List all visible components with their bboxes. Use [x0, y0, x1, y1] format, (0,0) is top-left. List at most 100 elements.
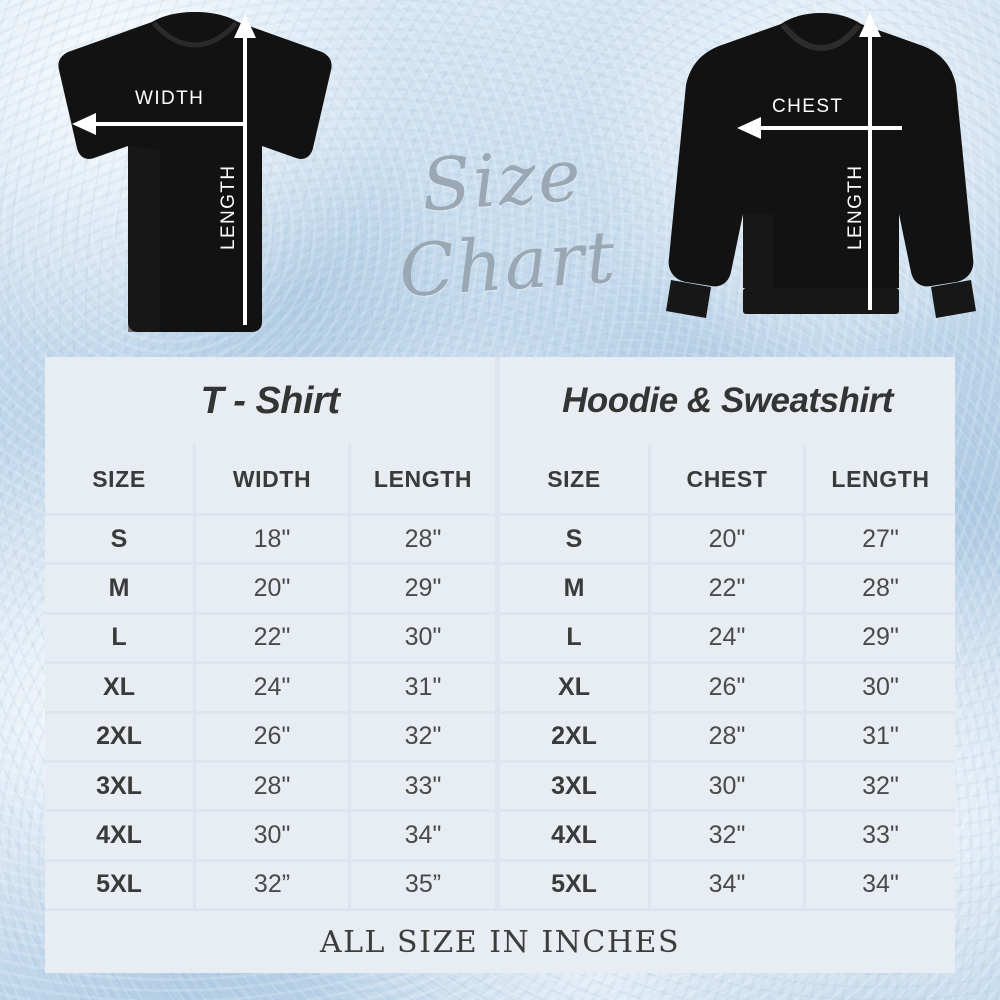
cell-length: 30": [806, 664, 955, 711]
cell-chest: 26": [651, 664, 803, 711]
table-row: XL 24" 31": [45, 664, 495, 711]
cell-size: 2XL: [500, 713, 648, 760]
table-header-row: SIZE WIDTH LENGTH: [45, 445, 495, 513]
units-footer-text: ALL SIZE IN INCHES: [319, 924, 681, 960]
table-header-row: SIZE CHEST LENGTH: [500, 445, 955, 513]
t-shirt-length-label: LENGTH: [218, 164, 239, 250]
cell-length: 28": [806, 565, 955, 612]
table-row: L 24" 29": [500, 614, 955, 662]
size-chart-script-title: Size Chart: [396, 132, 620, 314]
table-row: L 22" 30": [45, 614, 495, 662]
table-title: T - Shirt: [200, 379, 340, 422]
cell-size: 5XL: [45, 861, 193, 908]
table-row: 2XL 26" 32": [45, 713, 495, 760]
table-row: 3XL 30" 32": [500, 762, 955, 810]
cell-size: L: [45, 614, 193, 662]
size-tables-grid: SIZE WIDTH LENGTH S 18" 28" M 20" 29" L …: [45, 445, 955, 908]
cell-chest: 32": [651, 812, 803, 859]
t-shirt-measure-lines: [90, 34, 247, 325]
t-shirt-table-title-cell: T - Shirt: [45, 357, 495, 445]
cell-size: M: [45, 565, 193, 612]
table-titles-row: T - Shirt Hoodie & Sweatshirt: [45, 357, 955, 445]
sweatshirt-left-cuff: [666, 280, 711, 318]
cell-size: 4XL: [500, 812, 648, 859]
cell-length: 31": [351, 664, 495, 711]
cell-size: L: [500, 614, 648, 662]
cell-chest: 30": [651, 762, 803, 810]
sweatshirt-chest-label: CHEST: [772, 96, 844, 117]
length-arrowhead-up: [234, 14, 256, 38]
cell-width: 18": [196, 516, 348, 563]
hoodie-size-table: SIZE CHEST LENGTH S 20" 27" M 22" 28" L …: [500, 445, 955, 908]
cell-width: 30": [196, 812, 348, 859]
cell-size: 3XL: [500, 762, 648, 810]
cell-width: 26": [196, 713, 348, 760]
hoodie-table-title-cell: Hoodie & Sweatshirt: [500, 357, 955, 445]
cell-length: 28": [351, 516, 495, 563]
column-header-width: WIDTH: [196, 445, 348, 513]
table-title: Hoodie & Sweatshirt: [562, 381, 893, 420]
cell-length: 33": [806, 812, 955, 859]
cell-chest: 24": [651, 614, 803, 662]
cell-width: 22": [196, 614, 348, 662]
cell-size: M: [500, 565, 648, 612]
sweatshirt-waist-ribbing: [743, 288, 899, 314]
t-shirt-width-label: WIDTH: [135, 88, 205, 109]
width-arrowhead-left: [72, 113, 96, 135]
cell-length: 31": [806, 713, 955, 760]
sweatshirt-shading: [743, 214, 773, 288]
cell-length: 34": [351, 812, 495, 859]
column-header-size: SIZE: [500, 445, 648, 513]
cell-size: 5XL: [500, 861, 648, 908]
t-shirt-neckline: [152, 21, 238, 48]
cell-length: 34": [806, 861, 955, 908]
cell-length: 32": [806, 762, 955, 810]
cell-length: 35”: [351, 861, 495, 908]
cell-length: 29": [806, 614, 955, 662]
column-header-length: LENGTH: [806, 445, 955, 513]
column-header-size: SIZE: [45, 445, 193, 513]
cell-chest: 22": [651, 565, 803, 612]
cell-width: 24": [196, 664, 348, 711]
sweatshirt-length-label: LENGTH: [845, 164, 866, 250]
table-row: 4XL 30" 34": [45, 812, 495, 859]
cell-size: 2XL: [45, 713, 193, 760]
units-footer: ALL SIZE IN INCHES: [45, 911, 955, 973]
cell-length: 30": [351, 614, 495, 662]
cell-length: 27": [806, 516, 955, 563]
cell-size: S: [45, 516, 193, 563]
table-row: 4XL 32" 33": [500, 812, 955, 859]
table-row: S 20" 27": [500, 516, 955, 563]
size-chart-panel: T - Shirt Hoodie & Sweatshirt SIZE WIDTH…: [45, 357, 955, 973]
t-shirt-illustration: WIDTH LENGTH: [30, 0, 360, 350]
table-row: 5XL 32” 35”: [45, 861, 495, 908]
cell-size: XL: [500, 664, 648, 711]
chest-arrowhead-left: [737, 117, 761, 139]
cell-length: 29": [351, 565, 495, 612]
cell-width: 28": [196, 762, 348, 810]
cell-width: 20": [196, 565, 348, 612]
cell-size: S: [500, 516, 648, 563]
cell-chest: 28": [651, 713, 803, 760]
cell-size: 3XL: [45, 762, 193, 810]
sweatshirt-measure-lines: [755, 32, 902, 310]
t-shirt-size-table: SIZE WIDTH LENGTH S 18" 28" M 20" 29" L …: [45, 445, 495, 908]
column-header-length: LENGTH: [351, 445, 495, 513]
t-shirt-shading: [128, 146, 160, 332]
hoodie-illustration: CHEST LENGTH: [655, 0, 985, 350]
cell-length: 32": [351, 713, 495, 760]
sweatshirt-right-cuff: [931, 280, 976, 318]
table-row: 3XL 28" 33": [45, 762, 495, 810]
sweatshirt-body-shape: [668, 13, 974, 288]
table-row: XL 26" 30": [500, 664, 955, 711]
table-row: S 18" 28": [45, 516, 495, 563]
cell-width: 32”: [196, 861, 348, 908]
sweatshirt-neckline: [780, 23, 862, 52]
table-row: M 20" 29": [45, 565, 495, 612]
cell-chest: 34": [651, 861, 803, 908]
cell-chest: 20": [651, 516, 803, 563]
column-header-chest: CHEST: [651, 445, 803, 513]
cell-size: XL: [45, 664, 193, 711]
cell-size: 4XL: [45, 812, 193, 859]
table-row: M 22" 28": [500, 565, 955, 612]
